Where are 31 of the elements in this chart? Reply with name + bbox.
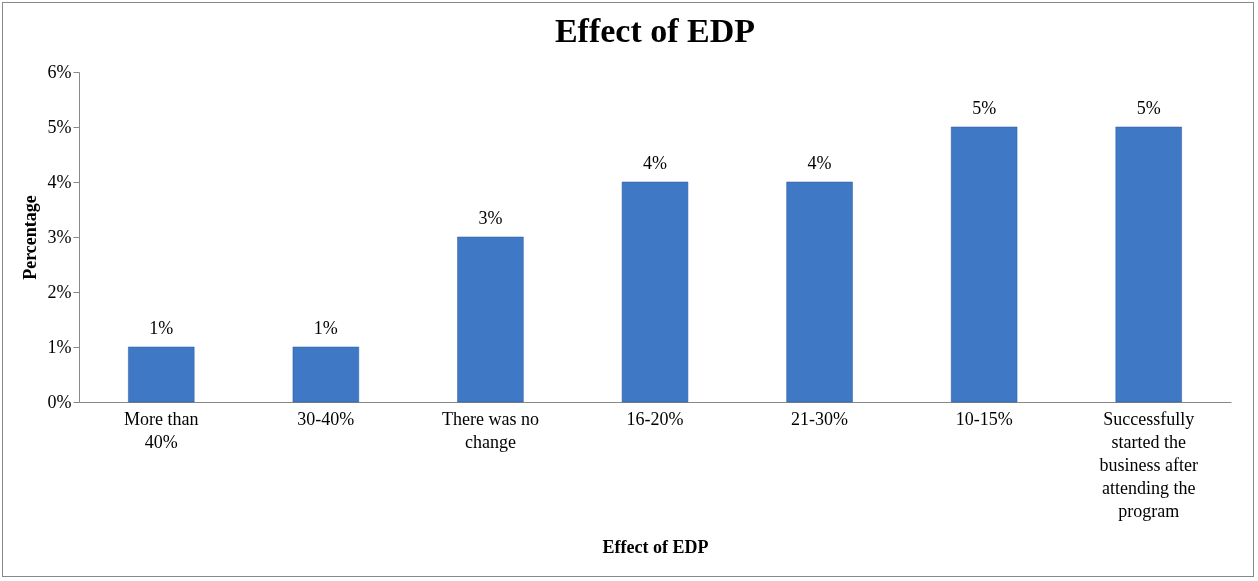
y-tick-label: 5% — [47, 116, 72, 137]
y-tick-label: 4% — [47, 171, 72, 192]
bar — [621, 181, 689, 403]
x-tick-label: More than 40% — [124, 408, 199, 452]
bar — [1115, 126, 1182, 403]
x-axis-title: Effect of EDP — [602, 536, 709, 557]
bar — [292, 346, 360, 403]
y-tick-label: 2% — [47, 281, 72, 302]
data-label: 1% — [149, 318, 174, 338]
y-tick-label: 3% — [47, 226, 72, 247]
x-tick-label: Successfully started the business after attending the program — [1099, 408, 1198, 521]
data-label: 1% — [313, 318, 338, 338]
x-tick-label: 21-30% — [791, 408, 849, 429]
data-label: 4% — [643, 153, 667, 173]
x-tick-label: 10-15% — [955, 408, 1013, 429]
data-label: 4% — [807, 153, 832, 173]
y-tick-label: 6% — [47, 61, 72, 82]
chart-title: Effect of EDP — [554, 12, 756, 49]
data-label: 5% — [1136, 98, 1161, 118]
y-axis-title: Percentage — [19, 195, 40, 280]
x-tick-label: There was no change — [441, 408, 539, 452]
data-label: 3% — [478, 208, 503, 228]
x-tick-label: 30-40% — [297, 408, 355, 429]
bar — [786, 181, 853, 403]
bar — [457, 236, 524, 403]
y-tick-label: 1% — [47, 336, 72, 357]
data-label: 5% — [972, 98, 997, 118]
bar — [128, 346, 195, 403]
x-tick-label: 16-20% — [626, 408, 684, 429]
y-tick-label: 0% — [47, 391, 72, 412]
bar — [950, 126, 1018, 403]
